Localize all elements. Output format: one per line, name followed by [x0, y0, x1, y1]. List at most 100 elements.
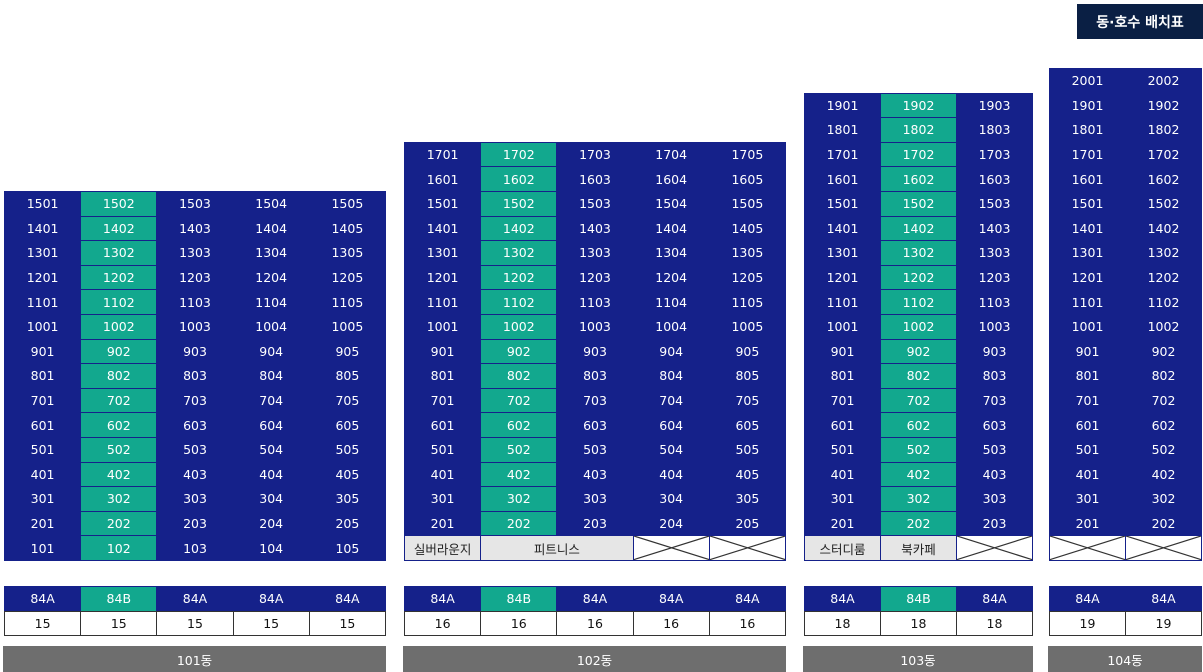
floor-count-cell: 15: [233, 612, 309, 635]
unit-cell: 904: [233, 339, 309, 364]
unit-cell: 301: [805, 487, 880, 511]
unit-cell: 603: [957, 413, 1032, 437]
unit-cell: 1002: [481, 314, 557, 339]
unit-cell: 1402: [1126, 216, 1201, 241]
unit-cell: 501: [805, 437, 880, 462]
unit-cell: 1502: [81, 192, 157, 216]
unit-cell: 401: [805, 462, 880, 487]
unit-cell: 1603: [957, 167, 1032, 191]
unit-cell: 1203: [157, 265, 233, 290]
unit-cell: 502: [1126, 437, 1201, 462]
unit-cell: 501: [1050, 437, 1125, 462]
unit-cell: 1001: [405, 314, 481, 339]
unit-cell: 1101: [405, 290, 481, 314]
unit-cell: 702: [1126, 388, 1201, 413]
unit-cell: 703: [557, 388, 633, 413]
floor-count-cell: 16: [405, 612, 481, 635]
unit-cell: 1205: [709, 265, 785, 290]
unit-cell: 1202: [881, 265, 956, 290]
floor-count-cell: 15: [309, 612, 385, 635]
floor-count-cell: 19: [1050, 612, 1125, 635]
empty-cell: [633, 536, 709, 560]
unit-cell: 404: [233, 462, 309, 487]
unit-cell: 901: [5, 339, 81, 364]
unit-cell: 803: [157, 364, 233, 388]
unit-cell: 1204: [633, 265, 709, 290]
unit-cell: 605: [309, 413, 385, 437]
unit-cell: 805: [309, 364, 385, 388]
unit-cell: 1102: [881, 290, 956, 314]
unit-cell: 1202: [481, 265, 557, 290]
unit-cell: 1103: [157, 290, 233, 314]
unit-cell: 403: [557, 462, 633, 487]
unit-cell: 1203: [957, 265, 1032, 290]
unit-cell: 303: [957, 487, 1032, 511]
unit-cell: 501: [405, 437, 481, 462]
unit-cell: 1103: [557, 290, 633, 314]
unit-cell: 203: [957, 511, 1032, 536]
unit-cell: 602: [81, 413, 157, 437]
unit-cell: 1203: [557, 265, 633, 290]
unit-cell: 1102: [481, 290, 557, 314]
unit-cell: 603: [157, 413, 233, 437]
unit-cell: 802: [881, 364, 956, 388]
unit-cell: 1601: [805, 167, 880, 191]
unit-type-row: 84A 84A: [1049, 586, 1202, 612]
unit-cell: 1105: [309, 290, 385, 314]
unit-type-cell: 84A: [5, 587, 81, 611]
unit-cell: 1104: [233, 290, 309, 314]
unit-cell: 302: [881, 487, 956, 511]
unit-cell: 1405: [309, 216, 385, 241]
unit-cell: 205: [709, 511, 785, 536]
unit-cell: 1303: [557, 241, 633, 265]
unit-cell: 602: [881, 413, 956, 437]
unit-cell: 801: [5, 364, 81, 388]
unit-cell: 1304: [633, 241, 709, 265]
unit-cell: 1901: [805, 93, 880, 118]
unit-cell: 1301: [405, 241, 481, 265]
unit-cell: 205: [309, 511, 385, 536]
unit-cell: 1503: [157, 192, 233, 216]
unit-cell: 401: [1050, 462, 1125, 487]
unit-cell: 1703: [557, 142, 633, 167]
facility-cell: 실버라운지: [405, 536, 481, 560]
unit-cell: 1402: [81, 216, 157, 241]
cross-out-icon: [957, 536, 1032, 560]
unit-cell: 1402: [481, 216, 557, 241]
unit-cell: 605: [709, 413, 785, 437]
unit-cell: 402: [1126, 462, 1201, 487]
unit-cell: 705: [309, 388, 385, 413]
unit-cell: 503: [157, 437, 233, 462]
unit-cell: 1703: [957, 142, 1032, 167]
unit-cell: 1901: [1050, 93, 1125, 118]
unit-type-cell: 84B: [81, 587, 157, 611]
unit-cell: 905: [709, 339, 785, 364]
floor-count-row: 16 16 16 16 16: [404, 611, 786, 636]
empty-cell: [957, 536, 1032, 560]
unit-cell: 301: [1050, 487, 1125, 511]
unit-cell: 1602: [481, 167, 557, 191]
unit-cell: 701: [805, 388, 880, 413]
unit-cell: 901: [405, 339, 481, 364]
unit-cell: 302: [1126, 487, 1201, 511]
unit-cell: 1301: [1050, 241, 1125, 265]
unit-cell: 1702: [881, 142, 956, 167]
unit-cell: 1401: [405, 216, 481, 241]
unit-cell: 601: [405, 413, 481, 437]
unit-cell: 1605: [709, 167, 785, 191]
unit-cell: 1105: [709, 290, 785, 314]
unit-cell: 1005: [709, 314, 785, 339]
unit-cell: 404: [633, 462, 709, 487]
unit-cell: 1603: [557, 167, 633, 191]
unit-type-cell: 84A: [805, 587, 880, 611]
unit-cell: 1902: [881, 93, 956, 118]
unit-cell: 901: [1050, 339, 1125, 364]
unit-cell: 604: [233, 413, 309, 437]
unit-cell: 2001: [1050, 69, 1125, 93]
unit-grid: 2001 2002 1901 1902 1801 1802 1701 1702 1601 1602…: [1049, 68, 1202, 561]
unit-cell: 202: [881, 511, 956, 536]
unit-cell: 1601: [1050, 167, 1125, 191]
building-name-bar: 101동: [3, 646, 386, 672]
unit-cell: 1205: [309, 265, 385, 290]
unit-cell: 801: [805, 364, 880, 388]
